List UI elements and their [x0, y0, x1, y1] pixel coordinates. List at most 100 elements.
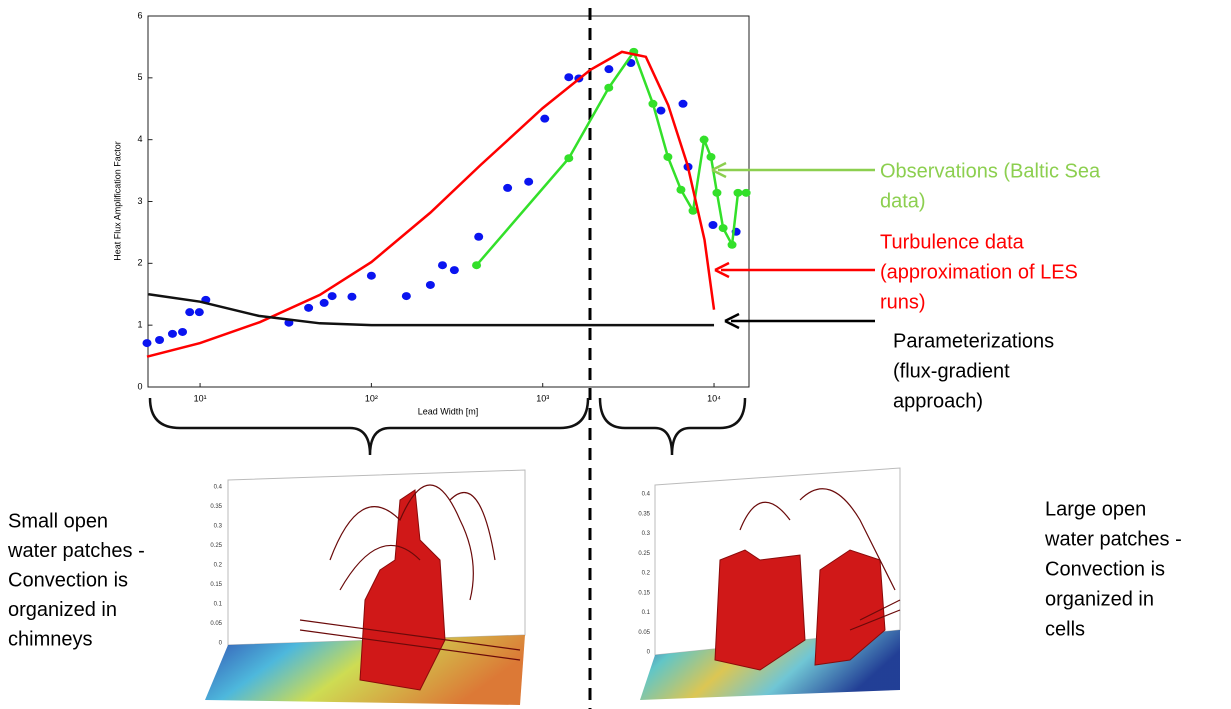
inset-tick-label: 0.2 [214, 563, 223, 569]
data-point [678, 99, 688, 108]
data-point [676, 185, 686, 194]
series-line [146, 50, 716, 358]
data-point [167, 329, 177, 338]
inset-plume [359, 489, 446, 691]
inset-contours [739, 488, 901, 631]
plot-area [142, 47, 751, 358]
data-point [648, 99, 658, 108]
y-tick-label: 4 [137, 134, 142, 144]
data-point [449, 266, 459, 275]
x-tick-label: 10³ [536, 393, 549, 403]
data-point [741, 188, 751, 197]
inset-tick-label: 0.4 [214, 485, 223, 491]
data-point [604, 83, 614, 92]
caption: organized in [8, 599, 117, 621]
data-point [425, 280, 435, 289]
x-axis-label: Lead Width [m] [418, 406, 479, 416]
inset-tick-label: 0 [219, 641, 223, 647]
brace [148, 397, 590, 456]
series-line [148, 293, 715, 327]
y-tick-label: 1 [137, 320, 142, 330]
inset-tick-label: 0.3 [214, 524, 223, 530]
caption: Small open [8, 510, 108, 532]
inset-tick-label: 0.1 [642, 610, 651, 616]
caption: chimneys [8, 628, 92, 650]
annotation: Parameterizations [893, 330, 1054, 352]
annotation: (flux-gradient [893, 360, 1010, 382]
inset-tick-label: 0.15 [638, 590, 650, 596]
data-point [366, 271, 376, 280]
data-point [178, 327, 188, 336]
inset-tick-label: 0.1 [214, 602, 223, 608]
data-point [708, 220, 718, 229]
data-point [712, 188, 722, 197]
inset-contours [299, 484, 521, 661]
data-point [503, 183, 513, 192]
data-point [699, 135, 709, 144]
data-point [656, 106, 666, 115]
caption: Large open [1045, 498, 1146, 520]
data-point [706, 152, 716, 161]
inset-tick-label: 0.3 [642, 531, 651, 537]
arrow-head [714, 261, 730, 279]
data-point [142, 339, 152, 348]
data-point [437, 261, 447, 270]
inset-plume [714, 549, 806, 671]
inset-tick-label: 0.25 [638, 551, 650, 557]
data-point [733, 188, 743, 197]
data-point [472, 261, 482, 270]
data-point [663, 152, 673, 161]
annotation: (approximation of LES [880, 261, 1078, 283]
data-point [155, 336, 165, 345]
caption: organized in [1045, 588, 1154, 610]
data-point [347, 292, 357, 301]
inset-tick-label: 0.35 [210, 504, 222, 510]
y-tick-label: 5 [137, 72, 142, 82]
data-point [194, 308, 204, 317]
data-point [327, 292, 337, 301]
arrow-head [724, 312, 740, 330]
annotation: runs) [880, 291, 926, 313]
data-point [718, 224, 728, 233]
data-point [474, 232, 484, 241]
inset-tick-label: 0.05 [638, 630, 650, 636]
annotation: Observations (Baltic Sea [880, 160, 1101, 182]
annotation: data) [880, 190, 926, 212]
inset-tick-label: 0.25 [210, 543, 222, 549]
inset-tick-label: 0.2 [642, 571, 651, 577]
y-tick-label: 2 [137, 258, 142, 268]
right-inset [640, 467, 901, 700]
y-axis-label: Heat Flux Amplification Factor [112, 141, 122, 261]
x-tick-label: 10⁴ [707, 393, 721, 403]
caption: Convection is [1045, 558, 1165, 580]
data-point [319, 298, 329, 307]
x-tick-label: 10¹ [194, 393, 207, 403]
data-point [604, 65, 614, 74]
inset-tick-label: 0 [647, 650, 651, 656]
y-tick-label: 6 [137, 10, 142, 20]
inset-tick-label: 0.05 [210, 621, 222, 627]
data-point [401, 292, 411, 301]
data-point [540, 114, 550, 123]
data-point [564, 73, 574, 82]
data-point [304, 303, 314, 312]
arrow-head [711, 161, 727, 179]
y-tick-label: 0 [137, 381, 142, 391]
annotation: Turbulence data [880, 231, 1025, 253]
brace [598, 397, 747, 456]
annotation: approach) [893, 390, 983, 412]
left-inset [205, 469, 526, 705]
caption: water patches - [1044, 528, 1182, 550]
caption: Convection is [8, 569, 128, 591]
inset-tick-label: 0.35 [638, 511, 650, 517]
data-point [688, 206, 698, 215]
data-point [185, 308, 195, 317]
plot-frame [147, 15, 750, 388]
data-point [727, 240, 737, 249]
inset-tick-label: 0.15 [210, 582, 222, 588]
data-point [564, 154, 574, 163]
caption: cells [1045, 618, 1085, 640]
inset-tick-label: 0.4 [642, 492, 651, 498]
caption: water patches - [7, 540, 145, 562]
